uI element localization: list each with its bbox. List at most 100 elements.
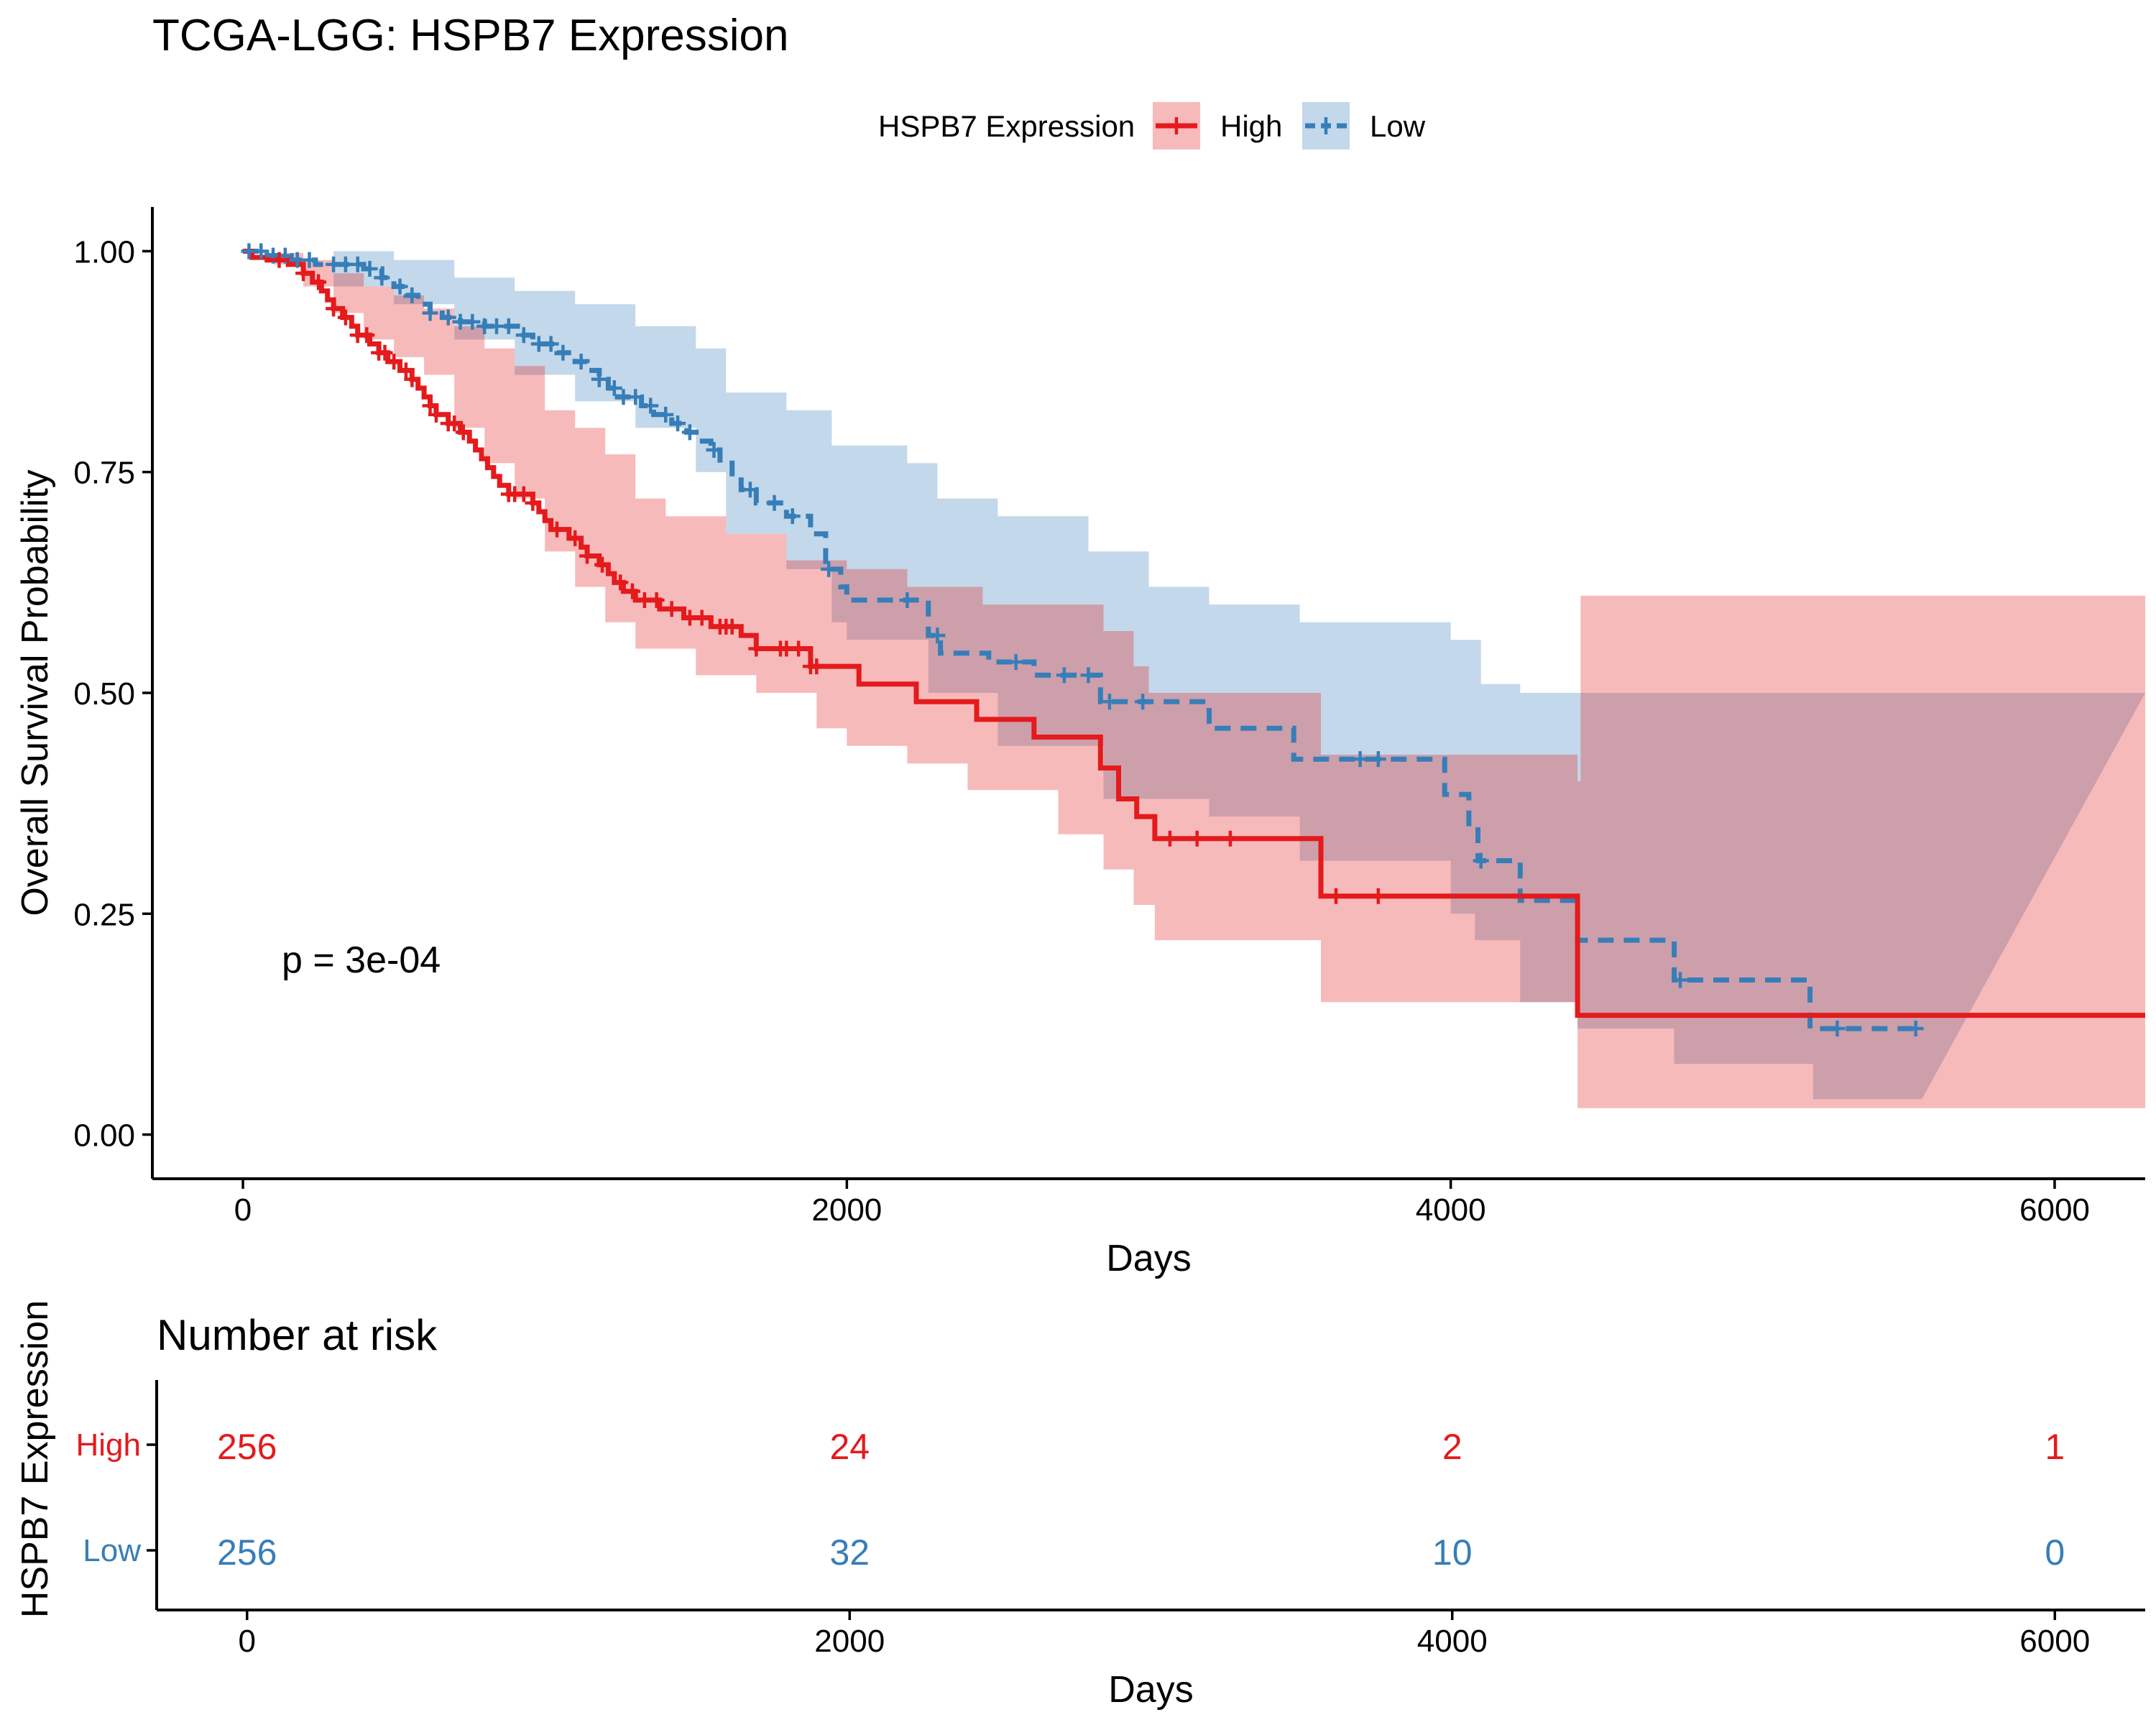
censor-mark	[791, 640, 807, 657]
censor-mark	[377, 344, 393, 361]
censor-mark	[1473, 852, 1489, 869]
censor-mark	[455, 424, 471, 441]
risk-count: 2	[1442, 1427, 1462, 1467]
x-tick-label: 6000	[2019, 1192, 2090, 1228]
risk-row-label: High	[76, 1427, 142, 1463]
censor-mark	[1189, 830, 1205, 847]
censor-mark	[515, 327, 532, 344]
censor-mark	[404, 287, 420, 303]
x-axis-title: Days	[1106, 1238, 1191, 1279]
censor-mark	[295, 265, 312, 282]
survival-line-low	[243, 249, 1922, 1031]
censor-mark	[374, 270, 390, 286]
risk-count: 256	[217, 1427, 277, 1467]
censor-mark	[1161, 830, 1178, 847]
censor-mark	[500, 318, 517, 334]
y-tick-label: 0.00	[73, 1118, 135, 1154]
censor-mark	[748, 640, 765, 657]
censor-mark	[567, 530, 584, 546]
censor-mark	[555, 344, 571, 361]
censor-mark	[386, 354, 402, 370]
censor-mark	[271, 252, 287, 268]
risk-row-label: Low	[83, 1533, 141, 1568]
censor-mark	[515, 486, 532, 502]
risk-y-axis-title: HSPB7 Expression	[14, 1300, 56, 1618]
censor-mark	[642, 397, 659, 414]
censor-mark	[422, 305, 438, 321]
censor-mark	[392, 278, 408, 295]
censor-mark	[612, 574, 629, 591]
censor-mark	[579, 548, 596, 564]
censor-mark	[397, 362, 414, 379]
censor-mark	[1080, 667, 1097, 684]
censor-mark	[606, 380, 622, 396]
censor-mark	[404, 371, 420, 387]
censor-mark	[766, 494, 783, 511]
risk-count: 10	[1432, 1532, 1473, 1573]
legend-label: High	[1220, 109, 1282, 143]
censor-mark	[784, 508, 801, 525]
censor-mark	[670, 415, 686, 432]
censor-mark	[1101, 694, 1118, 710]
risk-row-low: Low 256 32 10 0	[83, 1532, 2065, 1573]
risk-x-axis-title: Days	[1108, 1669, 1193, 1711]
censor-marks-high	[271, 252, 1386, 904]
legend: HSPB7 Expression High Low	[878, 102, 1426, 150]
censor-mark	[627, 389, 644, 405]
x-tick-label: 4000	[1416, 1192, 1486, 1228]
censor-mark	[464, 313, 481, 330]
censor-mark	[359, 327, 375, 344]
risk-count: 1	[2045, 1427, 2065, 1467]
censor-mark	[446, 415, 463, 432]
censor-mark	[1829, 1021, 1846, 1037]
censor-mark	[808, 658, 825, 675]
censor-mark	[1135, 694, 1151, 710]
y-tick-label: 0.25	[73, 897, 135, 932]
risk-table-title: Number at risk	[157, 1311, 438, 1359]
censor-mark	[428, 406, 444, 423]
risk-count: 0	[2045, 1532, 2065, 1573]
ci-band-high	[243, 251, 2145, 1108]
censor-mark	[440, 309, 456, 326]
risk-count: 24	[829, 1427, 870, 1467]
censor-mark	[1056, 667, 1072, 684]
censor-mark	[525, 494, 541, 511]
p-value-annotation: p = 3e-04	[282, 939, 441, 981]
censor-mark	[1907, 1021, 1924, 1037]
censor-mark	[694, 610, 710, 626]
censor-mark	[1370, 888, 1386, 904]
censor-mark	[1327, 888, 1344, 904]
legend-item-high: High	[1153, 102, 1282, 150]
censor-mark	[724, 618, 740, 635]
y-tick-label: 1.00	[73, 234, 135, 270]
censor-mark	[1672, 972, 1688, 988]
km-plot-panel: 0.00 0.25 0.50 0.75 1.00 0 2000 4000 6000 Days Ove…	[14, 207, 2145, 1279]
censor-mark	[253, 243, 270, 259]
censor-marks-low	[241, 243, 1924, 1037]
y-tick-label: 0.75	[73, 456, 135, 491]
y-axis-title: Overall Survival Probability	[14, 469, 56, 916]
x-tick-label: 0	[234, 1192, 252, 1228]
censor-mark	[594, 556, 611, 573]
censor-mark	[349, 256, 366, 272]
y-tick-label: 0.50	[73, 676, 135, 712]
chart-title: TCGA-LGG: HSPB7 Expression	[152, 11, 789, 60]
legend-item-low: Low	[1302, 102, 1426, 150]
risk-x-tick-label: 0	[239, 1624, 256, 1659]
censor-mark	[1008, 653, 1024, 670]
censor-mark	[591, 371, 607, 387]
censor-mark	[742, 482, 758, 498]
censor-mark	[1352, 751, 1368, 768]
risk-x-tick-label: 4000	[1417, 1624, 1488, 1659]
censor-mark	[648, 592, 665, 608]
censor-mark	[549, 521, 566, 538]
censor-mark	[543, 336, 559, 352]
risk-x-tick-label: 2000	[814, 1624, 885, 1659]
risk-count: 256	[217, 1532, 277, 1573]
censor-mark	[899, 592, 916, 608]
risk-count: 32	[829, 1532, 870, 1573]
censor-mark	[706, 442, 722, 458]
censor-mark	[310, 274, 327, 290]
censor-mark	[301, 252, 318, 268]
risk-table-panel: High 256 24 2 1 Low 256 32 10 0 0 2000 4000 6000 Days H…	[14, 1300, 2145, 1711]
